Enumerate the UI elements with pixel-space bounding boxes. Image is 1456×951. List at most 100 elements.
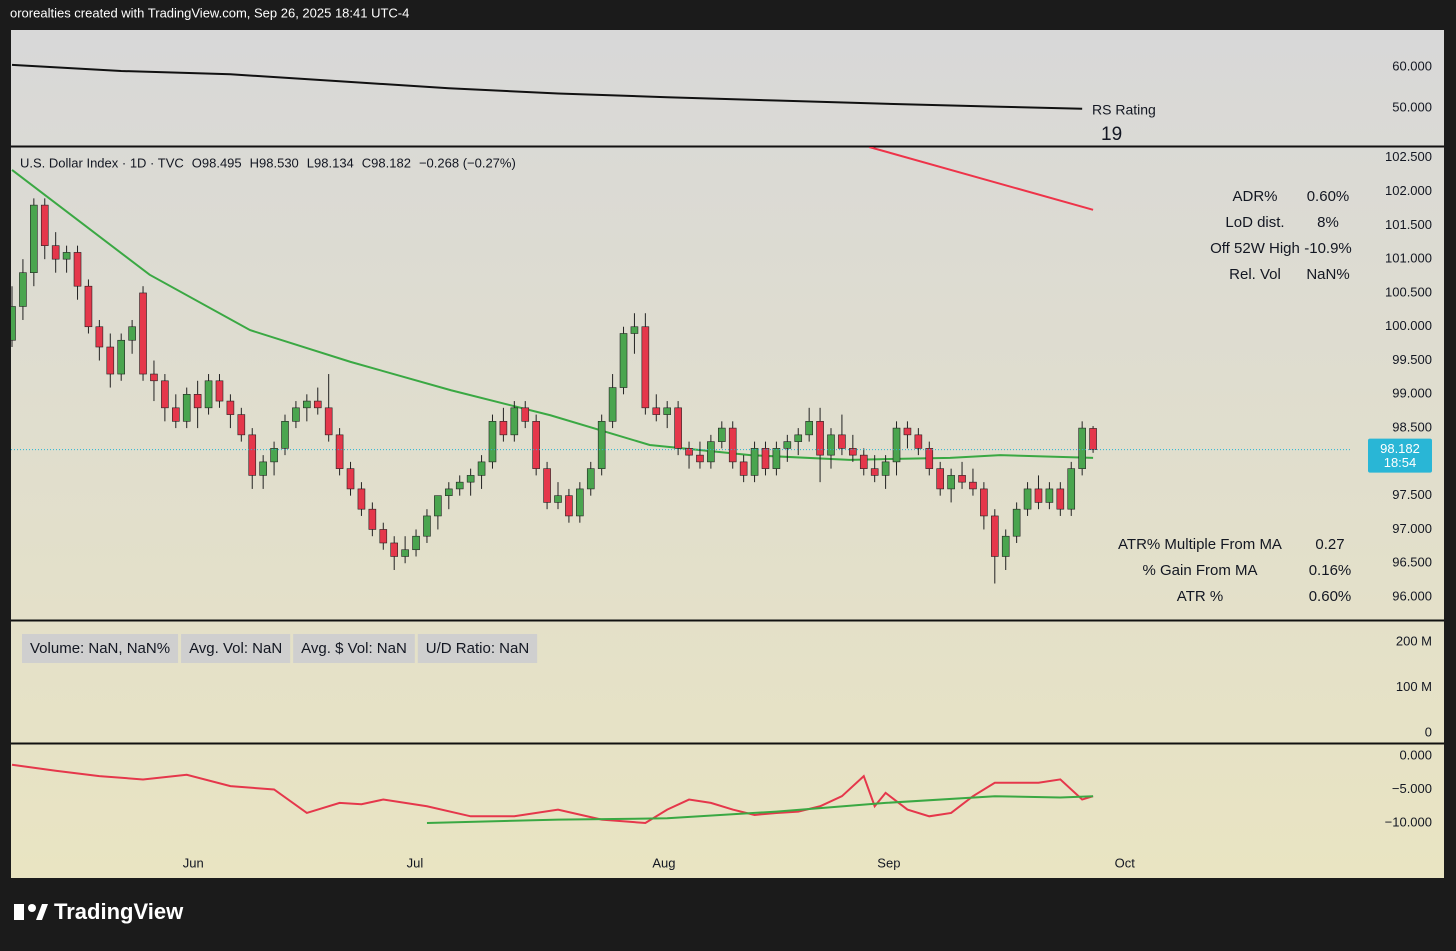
candle-body xyxy=(630,326,639,334)
stat-label: ATR % xyxy=(1177,588,1223,605)
candle-body xyxy=(40,204,49,246)
candle-body xyxy=(859,454,868,469)
candle-body xyxy=(980,488,988,517)
candle-body xyxy=(412,535,420,551)
series-line xyxy=(11,63,1083,110)
volume-stat: Avg. $ Vol: NaN xyxy=(301,640,407,657)
candle-body xyxy=(990,515,999,557)
x-tick-label: Sep xyxy=(877,855,900,870)
x-tick-label: Jul xyxy=(407,855,424,870)
stat-value: 0.27 xyxy=(1315,536,1344,553)
logo xyxy=(14,904,48,920)
legend-low: L98.134 xyxy=(307,155,354,170)
y-tick-label: 98.500 xyxy=(1392,420,1432,435)
candle-body xyxy=(827,434,835,456)
logo-text: TradingView xyxy=(54,899,184,924)
legend-change: −0.268 (−0.27%) xyxy=(419,155,516,170)
candle-body xyxy=(958,475,966,483)
candle-body xyxy=(368,508,377,530)
candle-body xyxy=(324,407,333,436)
candle-body xyxy=(554,495,562,503)
rs-value: 19 xyxy=(1101,124,1122,145)
candle-body xyxy=(947,475,955,490)
candle-body xyxy=(805,421,813,436)
stat-label: LoD dist. xyxy=(1225,214,1284,231)
y-tick-label: 99.000 xyxy=(1392,386,1432,401)
candle-body xyxy=(881,461,890,476)
candle-body xyxy=(106,346,115,375)
candle-body xyxy=(259,461,267,476)
candle-body xyxy=(379,529,388,544)
candle-body xyxy=(717,427,726,442)
candle-body xyxy=(237,414,246,436)
candle-body xyxy=(204,380,213,409)
candle-body xyxy=(772,448,781,469)
y-tick-label: 101.000 xyxy=(1385,251,1432,266)
y-tick-label: 200 M xyxy=(1396,633,1432,648)
x-tick-label: Jun xyxy=(183,855,204,870)
candle-body xyxy=(95,326,104,348)
candle-body xyxy=(783,441,792,449)
candle-body xyxy=(816,421,824,456)
candle-body xyxy=(281,421,289,449)
candle-body xyxy=(434,495,442,517)
candle-body xyxy=(303,400,311,409)
candle-body xyxy=(161,380,169,409)
candle-body xyxy=(444,488,453,496)
stat-label: ATR% Multiple From MA xyxy=(1118,536,1282,553)
candle-body xyxy=(619,333,628,388)
volume-stat-box xyxy=(417,634,538,663)
candle-body xyxy=(1001,535,1010,557)
candle-body xyxy=(139,292,147,375)
volume-stat: Volume: NaN, NaN% xyxy=(30,640,170,657)
candle-body xyxy=(674,407,682,449)
candle-body xyxy=(641,326,650,409)
candle-body xyxy=(597,421,606,469)
candle-body xyxy=(608,387,617,422)
candle-body xyxy=(1078,427,1086,469)
candle-body xyxy=(849,448,857,456)
candle-body xyxy=(117,339,125,375)
y-tick-label: 96.500 xyxy=(1392,555,1432,570)
candle-body xyxy=(1067,468,1076,510)
candle-body xyxy=(466,475,475,483)
y-tick-label: 97.000 xyxy=(1392,521,1432,536)
candle-body xyxy=(936,468,945,490)
y-tick-label: −5.000 xyxy=(1392,781,1432,796)
rs-label: RS Rating xyxy=(1092,102,1156,118)
candle-body xyxy=(455,481,464,490)
candle-body xyxy=(51,245,60,260)
candle-body xyxy=(652,407,661,415)
candle-body xyxy=(1034,488,1043,503)
volume-stat: Avg. Vol: NaN xyxy=(189,640,282,657)
series-line xyxy=(868,147,1094,211)
legend-open: O98.495 xyxy=(192,155,242,170)
y-tick-label: −10.000 xyxy=(1385,814,1432,829)
candle-body xyxy=(128,326,136,341)
volume-stat-box xyxy=(293,634,415,663)
volume-stat-box xyxy=(181,634,291,663)
candle-body xyxy=(193,394,202,409)
y-tick-label: 100 M xyxy=(1396,679,1432,694)
last-price: 98.182 xyxy=(1380,441,1420,456)
stat-value: 8% xyxy=(1317,214,1339,231)
candle-body xyxy=(73,252,82,287)
stat-value: 0.60% xyxy=(1307,188,1350,205)
legend-symbol: U.S. Dollar Index · 1D · TVC xyxy=(20,155,184,170)
volume-stat-box xyxy=(22,634,179,663)
y-tick-label: 97.500 xyxy=(1392,487,1432,502)
x-tick-label: Aug xyxy=(652,855,675,870)
candle-body xyxy=(750,448,759,476)
series-line xyxy=(426,795,1094,824)
legend-high: H98.530 xyxy=(250,155,299,170)
y-tick-label: 60.000 xyxy=(1392,58,1432,73)
candle-body xyxy=(576,488,584,517)
candle-body xyxy=(390,542,399,557)
candle-body xyxy=(488,421,497,463)
y-tick-label: 99.500 xyxy=(1392,352,1432,367)
candle-body xyxy=(739,461,748,476)
candle-body xyxy=(11,306,16,341)
stat-value: 0.60% xyxy=(1309,588,1352,605)
price-pane xyxy=(11,147,1097,584)
stat-label: % Gain From MA xyxy=(1142,562,1257,579)
